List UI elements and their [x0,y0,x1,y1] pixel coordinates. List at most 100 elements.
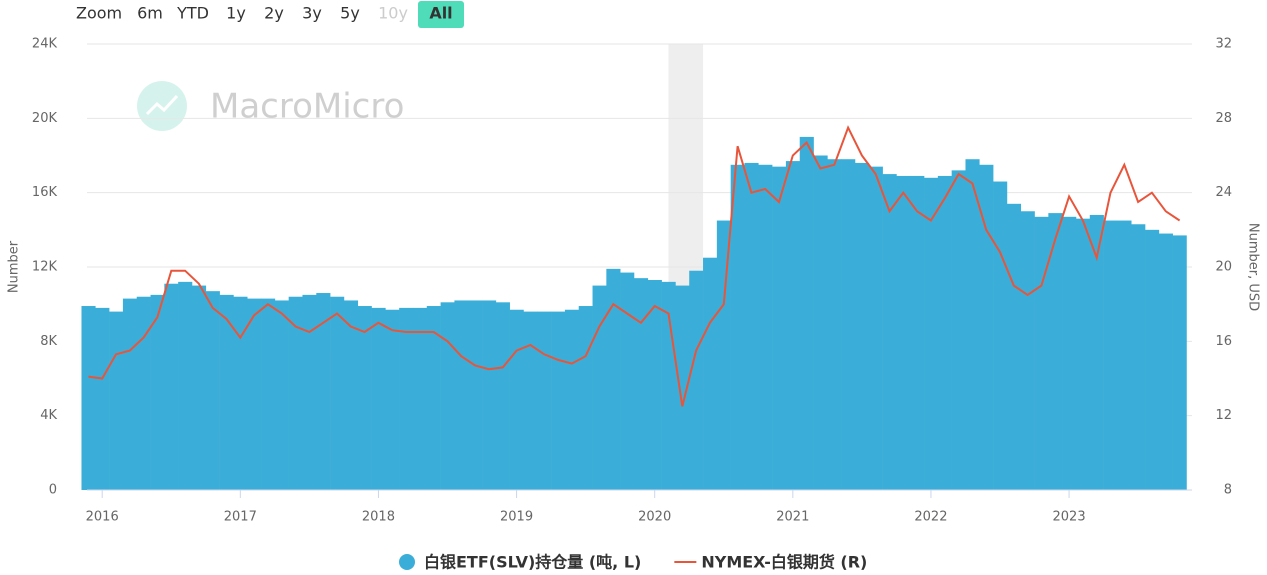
bar [620,272,635,490]
legend-label[interactable]: NYMEX-白银期货 (R) [701,553,867,572]
zoom-button[interactable]: 5y [340,4,360,23]
bar [164,283,179,490]
bar [675,285,690,490]
y-tick-label: 4K [40,408,57,423]
y2-tick-label: 28 [1215,111,1232,126]
bar [1075,218,1091,490]
bar [399,307,414,490]
bar [454,300,469,490]
bar [1048,213,1063,490]
bar [95,307,110,490]
y-tick-label: 8K [40,334,57,349]
bar [647,280,662,490]
bar [965,159,980,490]
watermark-text: MacroMicro [210,87,404,127]
y-axis-title: Number [7,240,22,293]
column-series [81,136,1187,491]
watermark-icon-line [145,94,179,116]
zoom-button[interactable]: All [429,4,452,23]
bar [205,291,220,490]
zoom-button[interactable]: 6m [137,4,163,23]
bar [426,306,441,490]
bar [1158,233,1173,491]
bar [578,306,593,490]
bar [1103,220,1118,490]
bar [896,175,911,491]
bar [302,294,317,490]
bar [316,293,331,490]
bar [633,278,649,490]
y2-tick-label: 12 [1215,408,1232,423]
bar [1062,216,1077,490]
bar [482,300,497,490]
bar [247,298,262,490]
zoom-button-bg [418,1,464,28]
bar [109,311,124,490]
bar [841,159,856,490]
bar [537,311,552,490]
y2-tick-label: 24 [1215,185,1232,200]
bar [979,164,994,490]
bar [233,296,248,490]
y-tick-label: 12K [32,260,58,275]
bar [703,257,718,490]
bar [1145,229,1160,491]
zoom-button[interactable]: YTD [176,4,209,23]
bar [744,162,759,490]
bar [274,300,289,490]
bar [772,166,787,490]
y-tick-label: 0 [49,483,57,498]
x-tick-label: 2016 [86,510,119,525]
bar [191,285,207,490]
x-tick-label: 2017 [224,510,257,525]
bar [1020,211,1035,490]
bar [716,220,731,490]
watermark-icon [137,81,187,131]
bar [178,281,193,490]
y2-tick-label: 8 [1224,483,1232,498]
zoom-button[interactable]: 3y [302,4,322,23]
bar [371,307,386,490]
x-tick-label: 2023 [1053,510,1086,525]
zoom-button[interactable]: 10y [378,4,408,23]
bar [495,302,510,490]
bar [509,309,524,490]
bar [924,177,939,491]
watermark: MacroMicro [137,81,404,131]
zoom-label: Zoom [76,4,122,23]
bar [1172,235,1187,490]
bar [385,309,400,490]
bar [1131,224,1146,490]
bar [937,175,952,491]
line [88,125,1181,407]
bar [357,306,372,490]
legend-marker [399,554,415,570]
bar [343,300,359,490]
bar [882,174,897,491]
bar [1117,220,1132,490]
bar [440,302,455,490]
x-tick-label: 2018 [362,510,395,525]
bar [261,298,276,490]
x-tick-label: 2020 [638,510,671,525]
y2-tick-label: 32 [1215,37,1232,52]
bar [592,285,607,490]
bar [868,166,883,490]
bar [758,164,773,490]
bar [854,162,870,490]
x-tick-label: 2022 [914,510,947,525]
bar [910,175,925,491]
bar [219,294,234,490]
bar [468,300,483,490]
bar [813,155,828,490]
zoom-button[interactable]: 2y [264,4,284,23]
bar [606,268,621,490]
y2-tick-label: 16 [1215,334,1232,349]
zoom-button[interactable]: 1y [226,4,246,23]
legend-label[interactable]: 白银ETF(SLV)持仓量 (吨, L) [424,553,641,572]
y-tick-label: 20K [32,111,58,126]
bar [288,296,303,490]
bar [412,307,428,490]
bar [1034,216,1049,490]
